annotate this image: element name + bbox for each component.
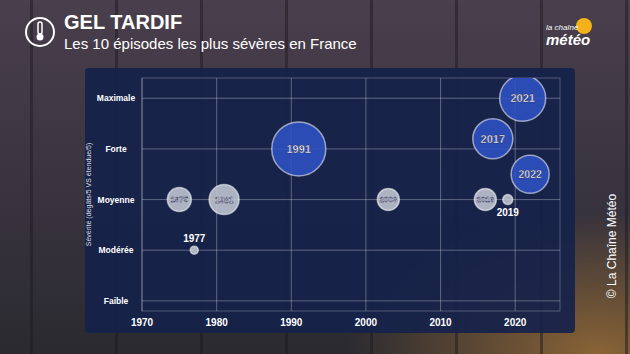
- y-tick-label: Faible: [104, 296, 129, 306]
- bubble-labels: 1975 1977 1981 1991 2003 2016 2017 2019 2021 2022: [170, 92, 542, 244]
- logo: la chaînemétéo: [546, 18, 592, 48]
- y-tick-label: Maximale: [97, 93, 136, 103]
- y-grid-line: [142, 98, 560, 99]
- bubble-label: 2019: [497, 207, 520, 218]
- bubble-label: 1991: [287, 143, 311, 155]
- bubble: [272, 122, 326, 176]
- chart: GEL TARDIF Les 10 épisodes les plus sévèr…: [0, 0, 630, 354]
- x-tick-label: 2000: [355, 317, 378, 328]
- x-tick-label: 1980: [206, 317, 229, 328]
- y-tick-label: Modérée: [99, 245, 134, 255]
- bubble: [503, 195, 513, 205]
- y-grid-line: [142, 300, 560, 301]
- bubble: [474, 189, 496, 211]
- y-tick-label: Forte: [105, 144, 127, 154]
- x-tick-label: 2010: [429, 317, 452, 328]
- x-grid-line: [291, 78, 292, 311]
- bubble: [209, 185, 239, 215]
- vine-post: [625, 0, 628, 354]
- bubble-label: 2016: [476, 195, 494, 204]
- bubble: [473, 119, 513, 159]
- logo-line2: météo: [546, 31, 590, 48]
- x-tick-label: 1990: [280, 317, 303, 328]
- plot-frame: [142, 78, 560, 311]
- title: GEL TARDIF: [64, 11, 182, 33]
- bubble-label: 2022: [519, 169, 542, 180]
- x-grid-line: [365, 78, 366, 311]
- x-grid-line: [142, 78, 143, 311]
- plot-panel: [85, 68, 575, 333]
- x-grid-line: [440, 78, 441, 311]
- bubble: [190, 246, 198, 254]
- bubble-label: 2003: [379, 195, 397, 204]
- bubble-label: 1981: [215, 196, 234, 205]
- y-axis-label: Sévérité (dégâts/5 VS étendue/5): [85, 143, 93, 247]
- bubble: [167, 188, 191, 212]
- subtitle: Les 10 épisodes les plus sévères en Fran…: [64, 35, 357, 52]
- vine-post: [30, 0, 33, 354]
- y-grid-line: [142, 250, 560, 251]
- y-grid-line: [142, 199, 560, 200]
- bubble-label: 2021: [510, 92, 534, 104]
- x-tick-label: 1970: [131, 317, 154, 328]
- thermometer-icon: [26, 18, 54, 46]
- bubble: [500, 78, 546, 121]
- y-tick-label: Moyenne: [98, 195, 135, 205]
- bubble: [511, 155, 549, 193]
- background: [0, 0, 630, 354]
- x-tick-label: 2020: [504, 317, 527, 328]
- copyright: © La Chaîne Météo: [605, 194, 619, 299]
- background-glow: [0, 0, 630, 354]
- bubble-label: 1975: [170, 195, 188, 204]
- bubble: [377, 189, 399, 211]
- bubbles: [167, 78, 549, 254]
- bubble-label: 1977: [183, 233, 206, 244]
- bubble-label: 2017: [481, 133, 505, 145]
